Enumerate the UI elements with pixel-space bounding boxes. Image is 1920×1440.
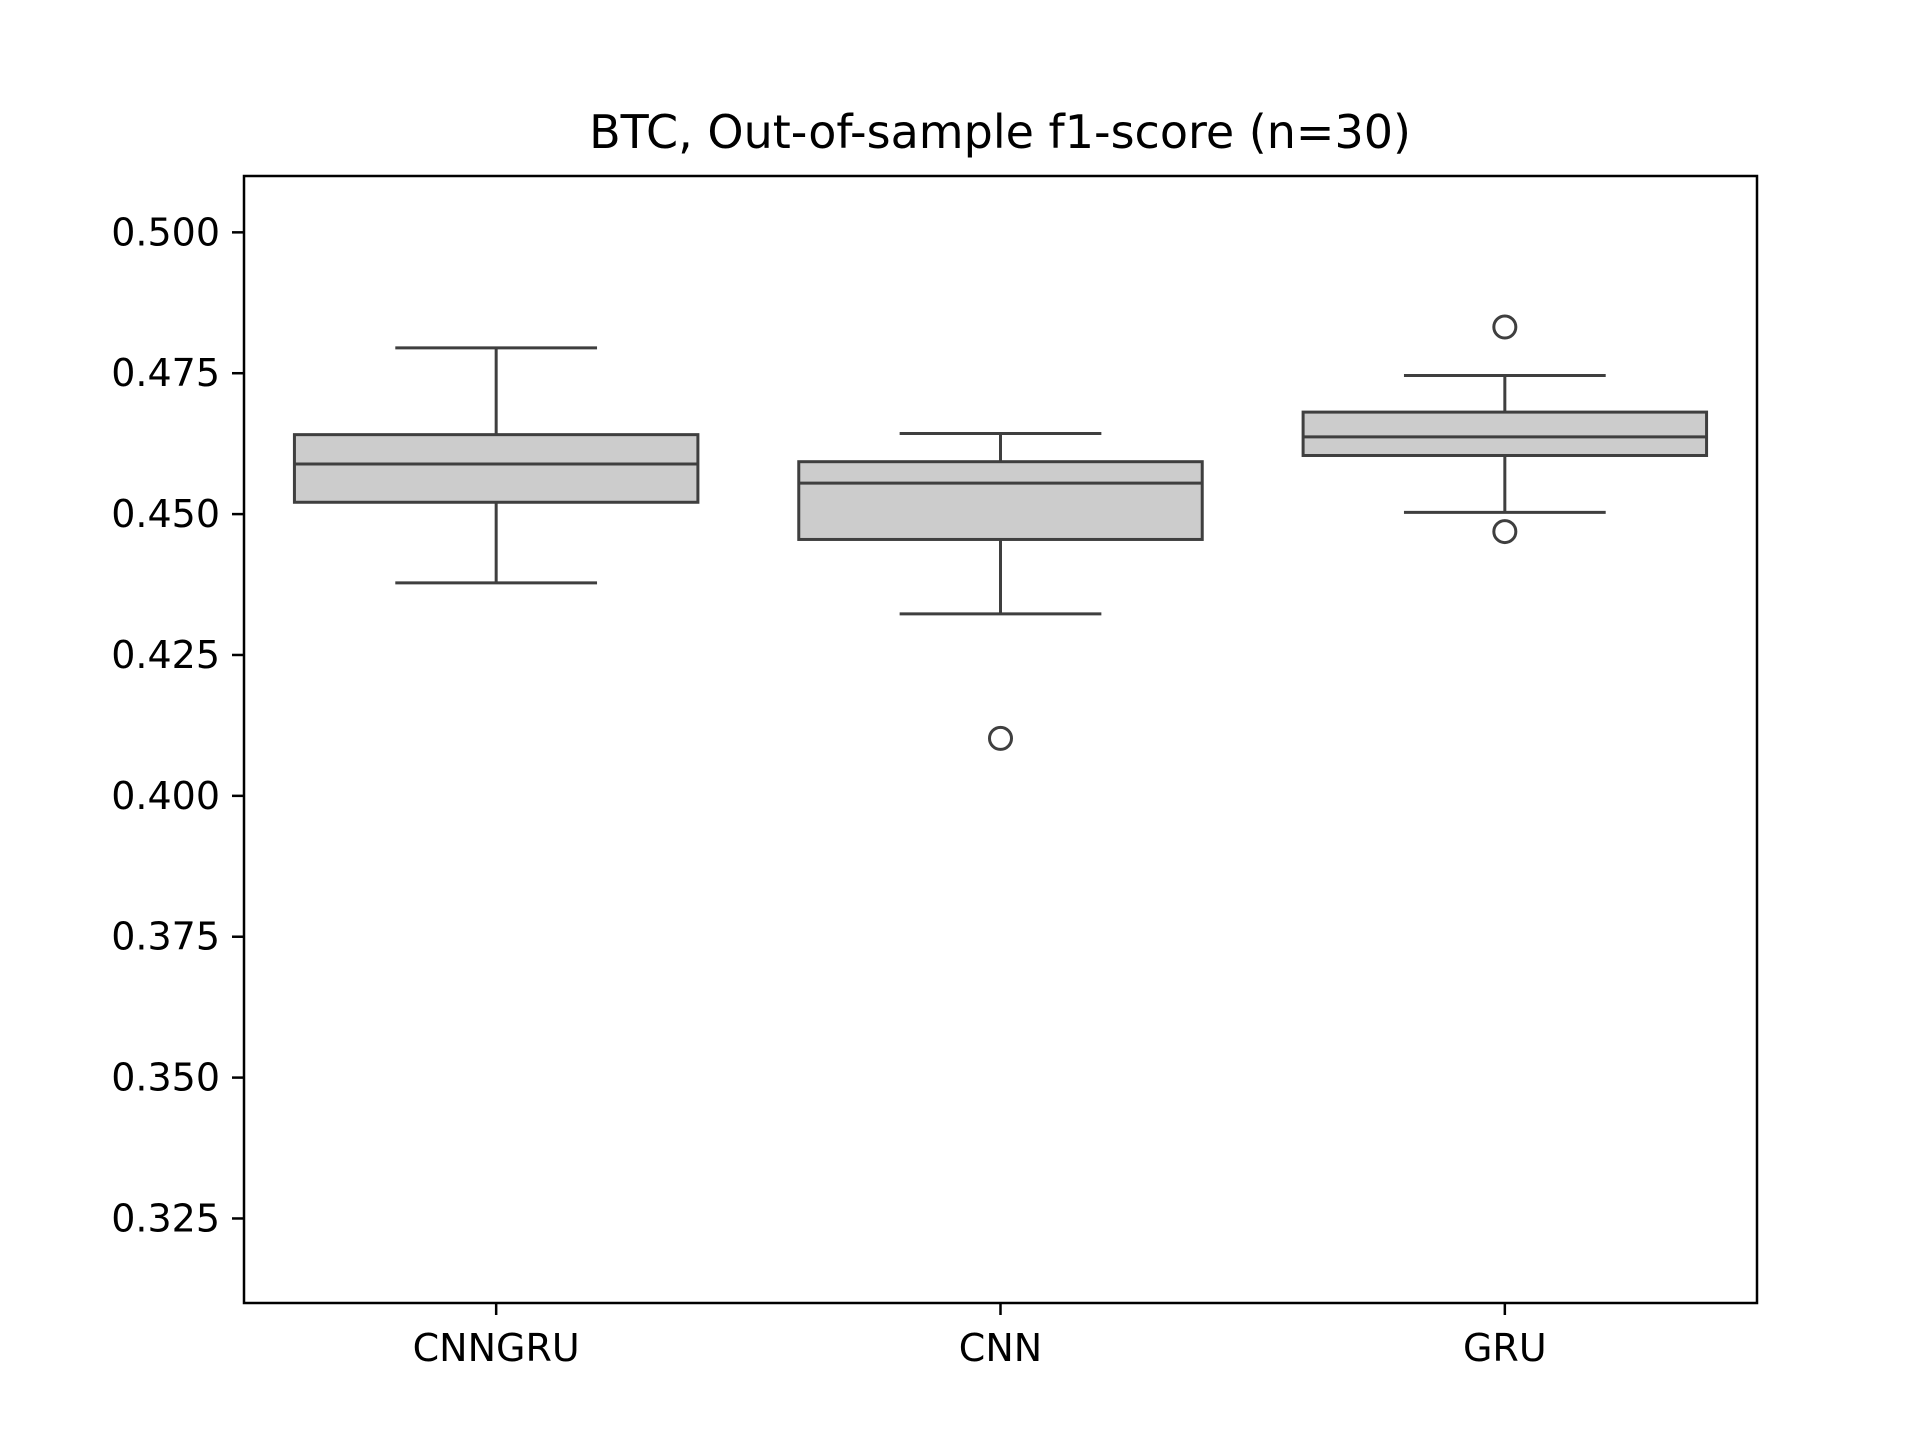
- y-axis: 0.325 0.350 0.375 0.400 0.425 0.450 0.475 0.500: [111, 210, 244, 1240]
- y-tick-label: 0.500: [111, 210, 220, 254]
- x-tick-label: CNN: [959, 1326, 1042, 1370]
- outlier-point: [988, 725, 1013, 751]
- y-tick-label: 0.375: [111, 915, 220, 959]
- y-tick-label: 0.425: [111, 633, 220, 677]
- outlier-point: [1492, 519, 1518, 545]
- chart-title: BTC, Out-of-sample f1-score (n=30): [589, 105, 1411, 159]
- y-tick-label: 0.325: [111, 1196, 220, 1240]
- iqr-box: [1301, 410, 1709, 457]
- y-tick-label: 0.450: [111, 492, 220, 536]
- box-group-cnn: [797, 432, 1204, 751]
- box-group-cnngru: [292, 346, 700, 585]
- box-group-gru: [1301, 314, 1709, 545]
- iqr-box: [292, 433, 700, 504]
- y-tick-label: 0.475: [111, 351, 220, 395]
- x-tick-label: GRU: [1463, 1326, 1547, 1370]
- y-tick-label: 0.400: [111, 774, 220, 818]
- plot-frame: [242, 174, 1759, 1305]
- plot-area: [292, 314, 1709, 751]
- outlier-point: [1492, 314, 1518, 340]
- x-axis: CNNGRU CNN GRU: [413, 1303, 1547, 1370]
- iqr-box: [797, 460, 1204, 541]
- x-tick-label: CNNGRU: [413, 1326, 580, 1370]
- y-tick-label: 0.350: [111, 1056, 220, 1100]
